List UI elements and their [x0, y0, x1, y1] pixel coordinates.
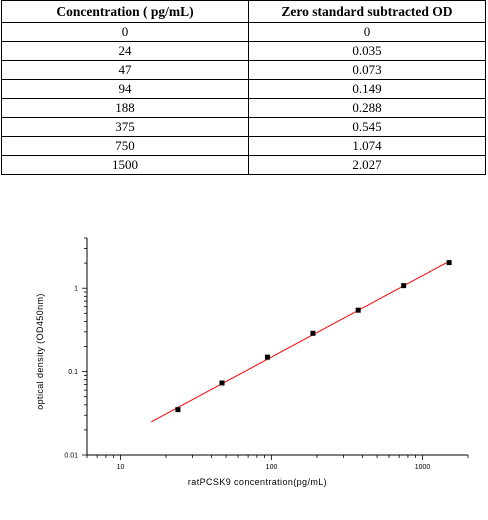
cell-concentration: 375 [1, 117, 249, 137]
x-tick-label: 10 [117, 464, 125, 471]
data-point [310, 330, 316, 336]
cell-concentration: 1500 [1, 155, 249, 175]
header-concentration: Concentration ( pg/mL) [1, 0, 249, 23]
y-axis-label: optical density (OD450nm) [35, 293, 45, 410]
cell-od: 1.074 [248, 136, 486, 156]
cell-concentration: 47 [1, 60, 249, 80]
cell-od: 0.288 [248, 98, 486, 118]
cell-od: 2.027 [248, 155, 486, 175]
fit-line [151, 260, 450, 423]
cell-od: 0.035 [248, 41, 486, 61]
x-tick-label: 1000 [415, 464, 431, 471]
standard-curve-table: Concentration ( pg/mL) Zero standard sub… [1, 0, 486, 175]
table-row: 24 0.035 [1, 41, 486, 61]
cell-concentration: 750 [1, 136, 249, 156]
data-point [219, 380, 225, 386]
table-row: 94 0.149 [1, 79, 486, 99]
cell-concentration: 94 [1, 79, 249, 99]
table-row: 0 0 [1, 22, 486, 42]
fit-line-group [151, 260, 450, 423]
x-axis-label: ratPCSK9 concentration(pg/mL) [188, 477, 327, 487]
plot-axes: 0.01 0.1 1 10 100 1000 [64, 237, 469, 471]
table-header-row: Concentration ( pg/mL) Zero standard sub… [1, 0, 486, 23]
y-tick-label: 0.1 [68, 369, 78, 376]
cell-concentration: 188 [1, 98, 249, 118]
table-row: 375 0.545 [1, 117, 486, 137]
cell-od: 0.545 [248, 117, 486, 137]
data-table: Concentration ( pg/mL) Zero standard sub… [1, 0, 486, 175]
cell-concentration: 24 [1, 41, 249, 61]
standard-curve-chart: 0.01 0.1 1 10 100 1000 ratPCSK9 concentration… [35, 237, 469, 487]
data-point [401, 283, 407, 289]
y-tick-label: 0.01 [64, 453, 78, 460]
y-tick-label: 1 [74, 286, 78, 293]
data-points-group [175, 260, 452, 413]
table-row: 750 1.074 [1, 136, 486, 156]
table-row: 188 0.288 [1, 98, 486, 118]
data-point [355, 307, 361, 313]
data-point [175, 407, 181, 413]
x-tick-label: 100 [266, 464, 278, 471]
header-od: Zero standard subtracted OD [248, 0, 486, 23]
cell-od: 0.149 [248, 79, 486, 99]
cell-od: 0.073 [248, 60, 486, 80]
table-row: 1500 2.027 [1, 155, 486, 175]
data-point [264, 354, 270, 360]
table-row: 47 0.073 [1, 60, 486, 80]
cell-od: 0 [248, 22, 486, 42]
data-point [446, 260, 452, 266]
cell-concentration: 0 [1, 22, 249, 42]
